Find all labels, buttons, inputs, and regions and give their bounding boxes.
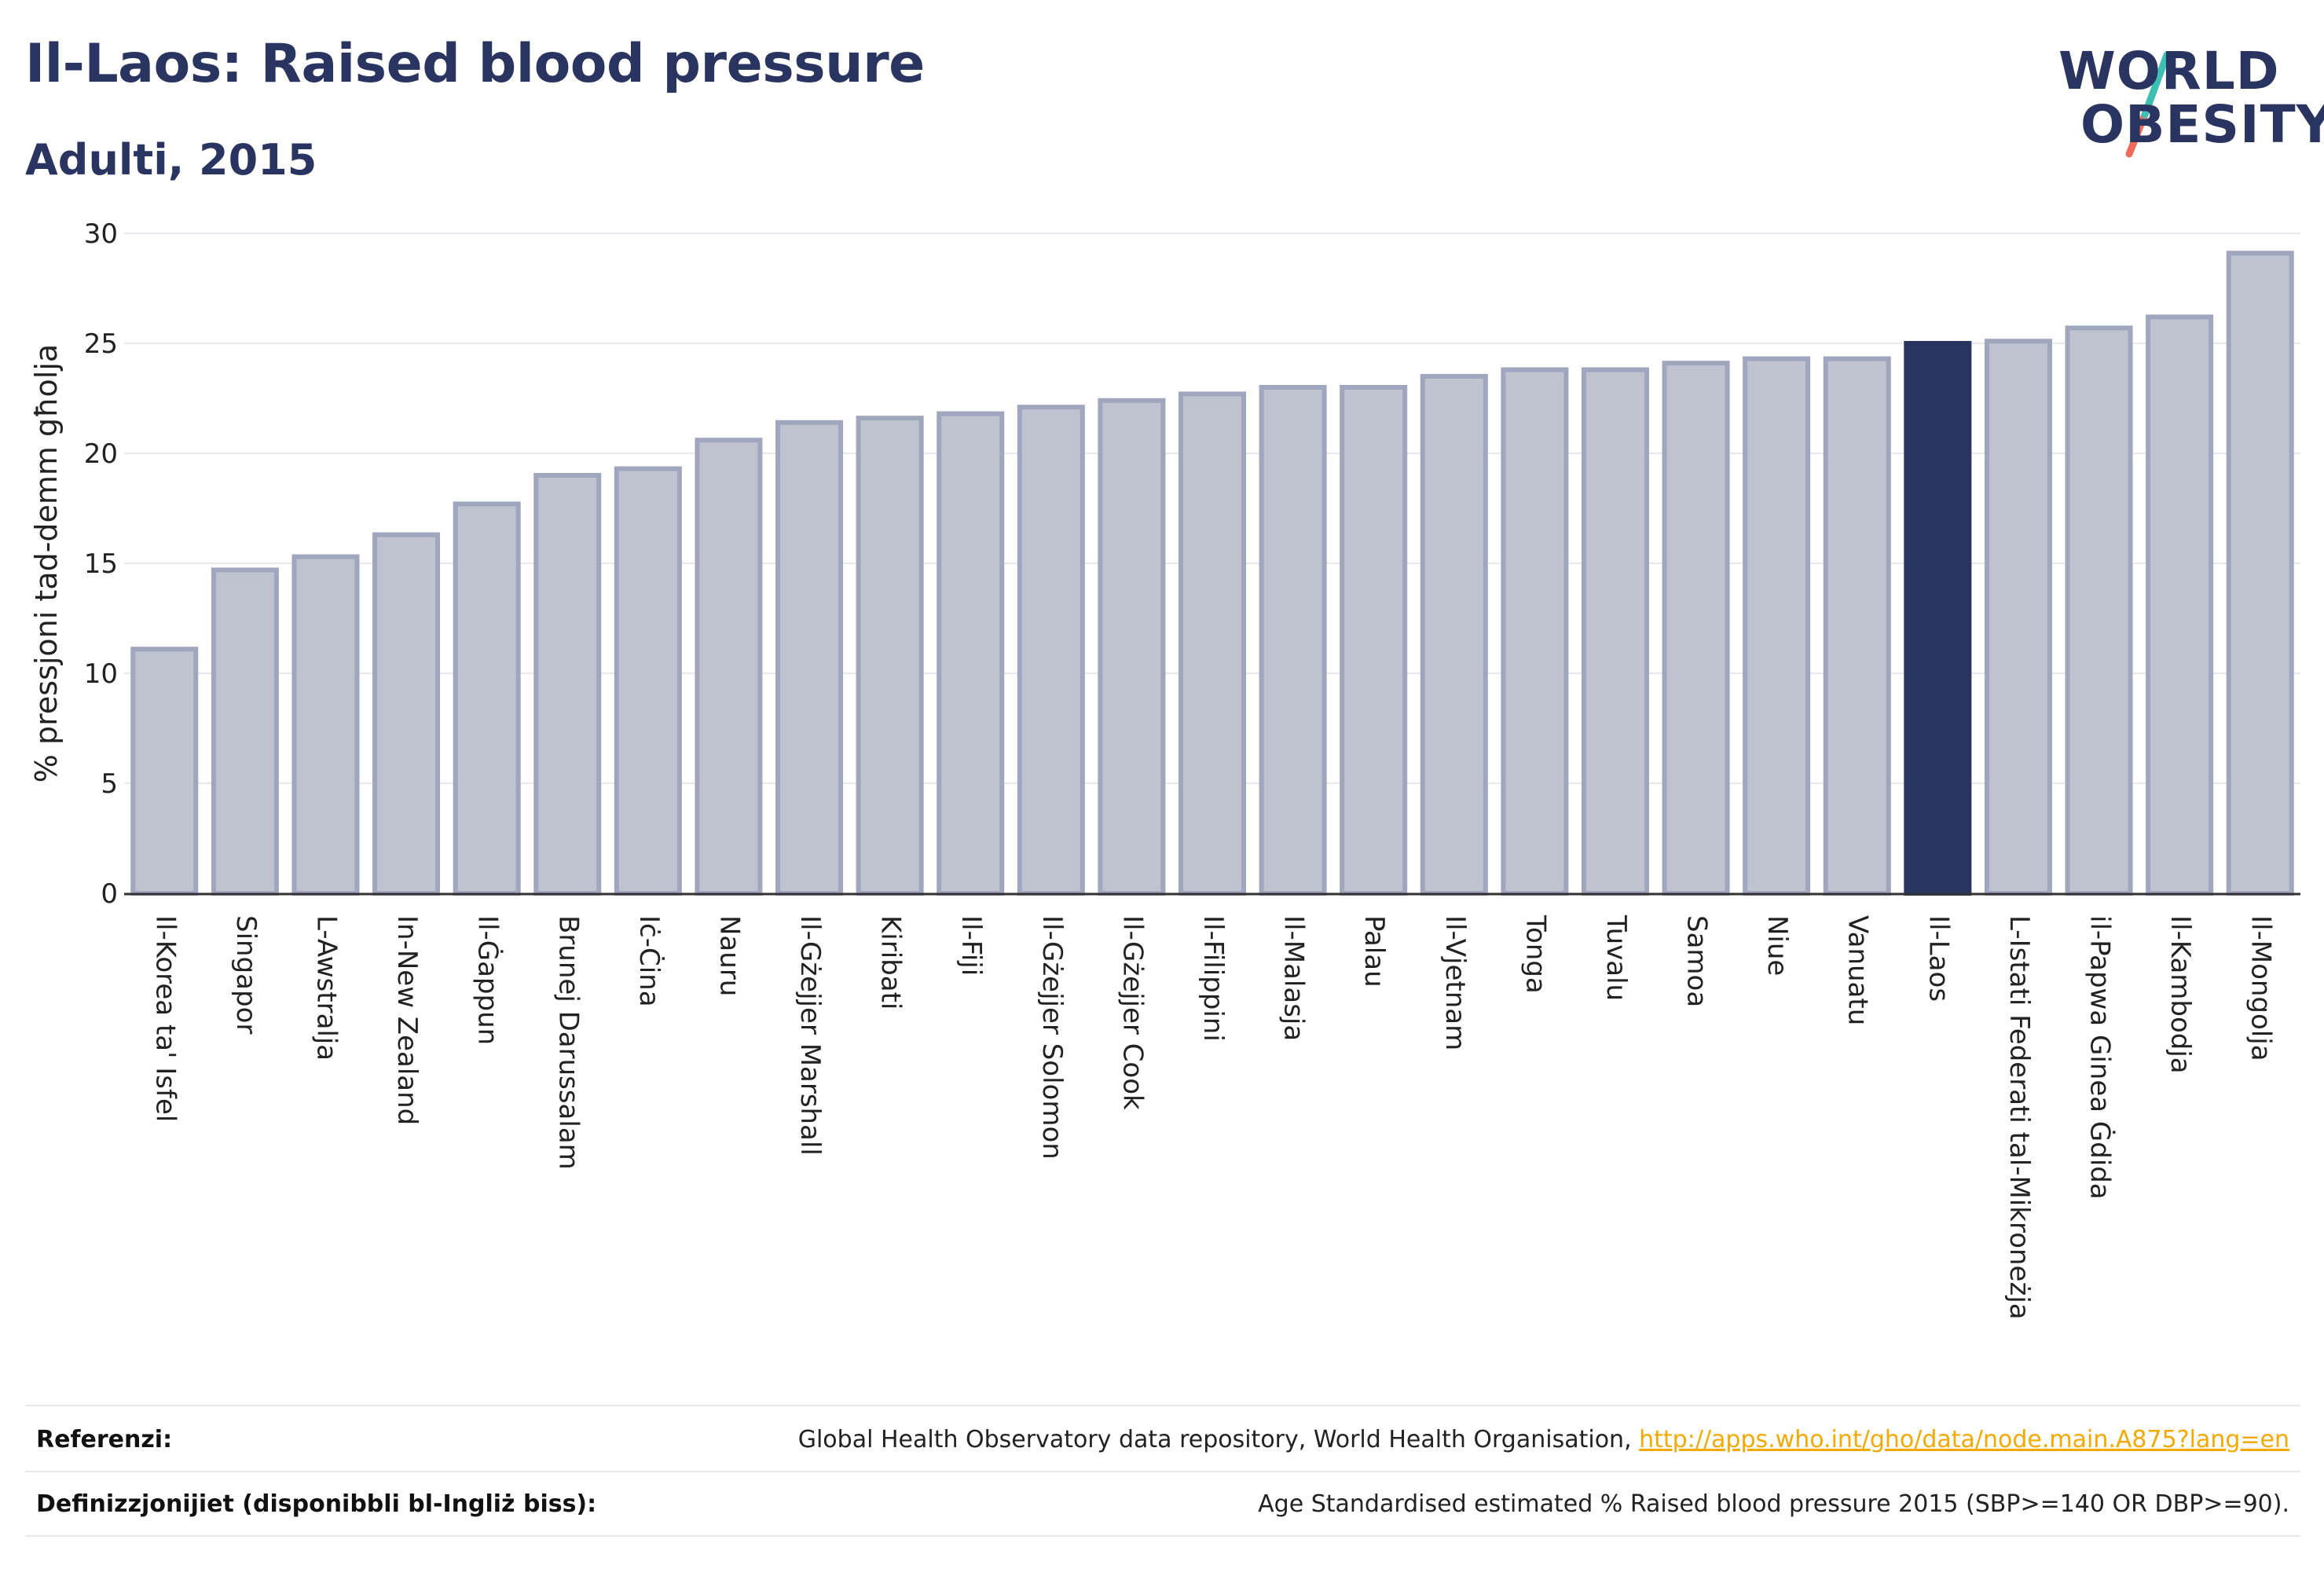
bars [130,251,2294,896]
x-tick-label: In-New Zealand [391,915,423,1125]
bar-highlighted[interactable] [1904,341,1972,896]
bar[interactable] [1340,385,1408,896]
bar[interactable] [775,420,844,896]
y-axis-label: % pressjoni tad-demm għolja [29,344,64,783]
bar[interactable] [291,554,360,896]
x-tick-label: L-Istati Federati tal-Mikroneżja [2003,915,2035,1320]
definitions-label: Definizzjonijiet (disponibbli bl-Ingliż … [36,1490,597,1518]
x-tick-label: Il-Gżejjer Marshall [794,915,826,1156]
bar[interactable] [533,473,602,896]
x-tick-label: Samoa [1681,915,1713,1007]
x-tick-label: Il-Mongolja [2245,915,2277,1061]
footer-divider [25,1535,2300,1537]
bar[interactable] [1501,367,1569,896]
definitions-row: Definizzjonijiet (disponibbli bl-Ingliż … [25,1472,2300,1535]
footer-divider [25,1405,2300,1406]
x-tick-label: L-Awstralja [310,915,342,1061]
bar[interactable] [1259,385,1327,896]
y-tick-label: 15 [84,548,118,580]
y-tick-label: 20 [84,438,118,470]
references-row: Referenzi: Global Health Observatory dat… [25,1408,2300,1471]
x-tick-label: Brunej Darussalam [552,915,584,1170]
bar[interactable] [1823,356,1891,896]
y-tick-label: 25 [84,328,118,360]
references-label: Referenzi: [36,1425,173,1453]
bar[interactable] [1098,398,1166,896]
x-tick-label: Il-Gżejjer Solomon [1036,915,1068,1160]
x-tick-label: Il-Malasja [1278,915,1310,1041]
bar[interactable] [130,647,199,896]
logo-word-obesity: OBESITY [2080,94,2324,155]
x-tick-label: Palau [1358,915,1390,988]
bar[interactable] [1420,374,1488,896]
world-obesity-logo: WORLD OBESITY [2043,22,2324,171]
bar[interactable] [2065,325,2133,896]
bar[interactable] [937,411,1005,896]
bar[interactable] [1017,405,1085,896]
bar[interactable] [856,416,924,896]
references-text: Global Health Observatory data repositor… [797,1425,1640,1453]
bar[interactable] [372,532,441,896]
bar[interactable] [1662,361,1730,896]
chart-subtitle: Adulti, 2015 [25,135,317,185]
x-tick-label: Il-Ġappun [472,915,504,1045]
bar[interactable] [695,438,763,896]
logo-slash-icon [2125,51,2171,158]
bar-chart: 0 5 10 15 20 25 30 Il-Korea ta' Isfel Singapor L… [29,218,2300,1320]
bar[interactable] [1984,339,2052,896]
x-tick-label: Il-Gżejjer Cook [1116,915,1148,1110]
bar[interactable] [1178,391,1247,896]
bar[interactable] [1743,356,1811,896]
bar[interactable] [1581,367,1649,896]
x-tick-label: Singapor [230,915,262,1034]
y-tick-label: 10 [84,658,118,690]
x-axis-labels: Il-Korea ta' Isfel Singapor L-Awstralja In-… [149,914,2276,1320]
y-axis-ticks: 0 5 10 15 20 25 30 [84,218,118,910]
y-tick-label: 0 [101,878,118,910]
bar[interactable] [453,501,521,896]
x-tick-label: Il-Filippini [1197,915,1229,1042]
x-tick-label: Tuvalu [1600,914,1632,1001]
x-tick-label: Kiribati [875,915,907,1010]
x-tick-label: Niue [1761,915,1793,976]
y-tick-label: 5 [101,768,118,800]
x-tick-label: Vanuatu [1842,915,1874,1025]
x-tick-label: Il-Vjetnam [1439,915,1471,1050]
x-tick-label: Il-Fiji [955,915,987,976]
x-tick-label: Il-Laos [1923,915,1954,1002]
references-link[interactable]: http://apps.who.int/gho/data/node.main.A… [1639,1425,2289,1453]
x-tick-label: Tonga [1519,914,1551,994]
bar[interactable] [2226,251,2294,896]
x-tick-label: Il-Kambodja [2165,915,2196,1074]
logo-word-world: WORLD [2058,41,2280,101]
bar[interactable] [2146,314,2214,896]
bar[interactable] [211,567,279,896]
definitions-value: Age Standardised estimated % Raised bloo… [1258,1490,2289,1518]
footer-divider [25,1471,2300,1472]
chart-title: Il-Laos: Raised blood pressure [25,33,925,95]
x-tick-label: Il-Korea ta' Isfel [149,915,181,1122]
y-tick-label: 30 [84,218,118,250]
x-tick-label: il-Papwa Ginea Ġdida [2084,915,2117,1200]
references-value: Global Health Observatory data repositor… [798,1426,2300,1453]
x-tick-label: Nauru [713,915,745,996]
x-tick-label: Iċ-Ċina [633,915,665,1007]
bar[interactable] [614,466,682,896]
